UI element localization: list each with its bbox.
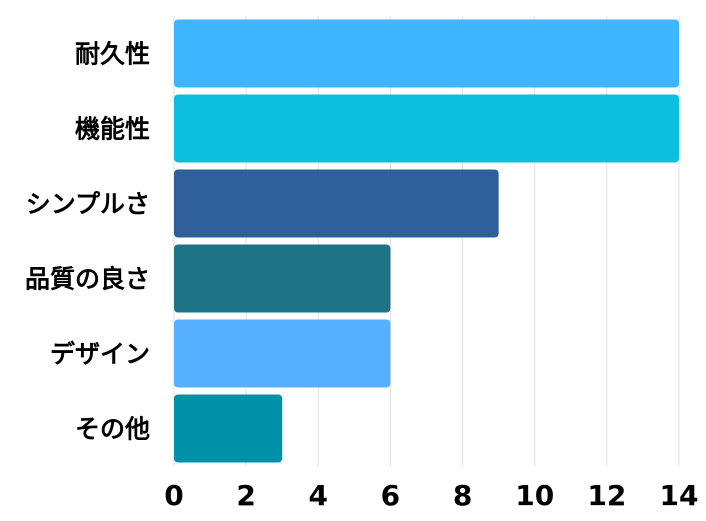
- bars: [174, 19, 679, 463]
- x-tick-label: 12: [587, 479, 626, 512]
- category-label: その他: [75, 415, 150, 444]
- x-tick-label: 4: [309, 479, 328, 512]
- x-tick-label: 10: [515, 479, 554, 512]
- x-tick-label: 6: [381, 479, 400, 512]
- category-label: シンプルさ: [26, 190, 150, 219]
- bar: [174, 244, 391, 313]
- x-tick-label: 14: [660, 479, 699, 512]
- x-tick-label: 0: [164, 479, 183, 512]
- bar: [174, 169, 499, 238]
- category-label: 耐久性: [75, 40, 150, 69]
- bar: [174, 394, 283, 463]
- grid-lines: [173, 16, 680, 466]
- category-label: 機能性: [75, 115, 150, 144]
- category-label: デザイン: [50, 340, 150, 369]
- x-tick-labels: 0 2 4 6 8 10 12 14: [164, 479, 698, 512]
- x-tick-label: 2: [236, 479, 255, 512]
- category-label: 品質の良さ: [25, 265, 150, 294]
- x-tick-label: 8: [453, 479, 472, 512]
- bar: [174, 19, 679, 88]
- bar: [174, 319, 391, 388]
- bar: [174, 94, 679, 163]
